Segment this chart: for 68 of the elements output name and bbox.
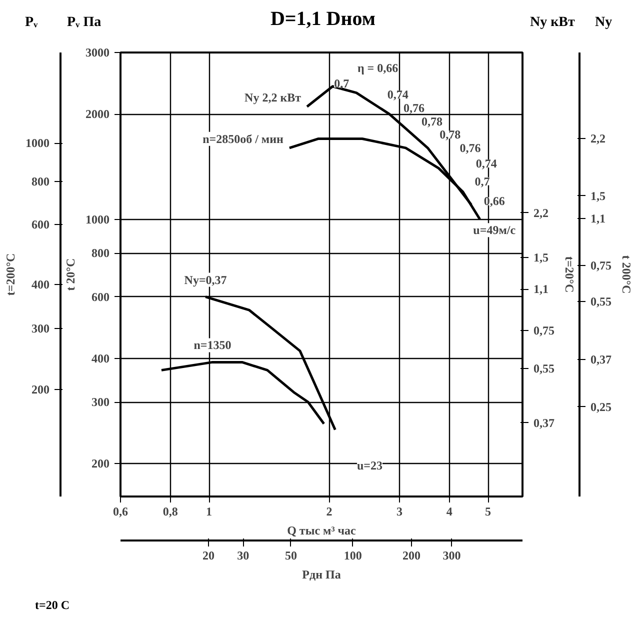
annotation: 0,78 (440, 128, 461, 142)
y-tick-label: 200 (92, 456, 110, 471)
text: 600 (32, 217, 50, 232)
text: t=20 C (35, 597, 70, 614)
y-tick-label: 3000 (86, 46, 110, 60)
y-tick-label: 300 (92, 395, 110, 410)
text: Ny кВт (530, 14, 575, 32)
y-tick-label: 800 (92, 246, 110, 260)
text: t=20°C (562, 256, 576, 293)
annotation: u=23 (356, 458, 382, 472)
text: t 200°C (620, 255, 634, 294)
text: 30 (237, 548, 250, 562)
text: 0,25 (590, 400, 612, 414)
annotation: 0,78 (422, 114, 443, 128)
text: t 20°C (64, 258, 78, 291)
x-tick-label: 4 (446, 504, 452, 518)
x-tick-label: 0,8 (162, 504, 178, 518)
series-label: Ny 2,2 кВт (244, 90, 302, 105)
text: Pдн Па (302, 568, 341, 582)
text: 0,75 (590, 258, 612, 273)
text: 0,55 (590, 294, 612, 309)
text: 0,37 (590, 352, 612, 367)
text: 300 (32, 322, 50, 336)
annotation: 0,76 (403, 101, 424, 115)
x-tick-label: 0,6 (113, 504, 128, 518)
text: 200 (402, 548, 421, 562)
text: 400 (32, 278, 50, 292)
x-tick-label: 3 (396, 504, 402, 518)
annotation: 0,66 (484, 194, 505, 208)
text: 1,1 (590, 212, 606, 226)
series-label: Ny=0,37 (184, 272, 227, 287)
text: 100 (344, 548, 362, 562)
text: 50 (284, 548, 297, 562)
text: 1,5 (590, 188, 606, 203)
annotation: 0,76 (460, 140, 481, 155)
text: 800 (32, 174, 50, 188)
x-tick-label: 1 (206, 504, 212, 518)
text: 20 (202, 548, 215, 562)
y-tick-label: 600 (92, 290, 110, 304)
text: Pᵥ (25, 14, 38, 32)
y-tick-label: 400 (92, 351, 110, 366)
text: 1,5 (534, 250, 548, 265)
y-tick-label: 2000 (86, 107, 110, 122)
series-label: n=2850об / мин (202, 132, 284, 146)
x-tick-label: 5 (485, 504, 492, 518)
text: 1,1 (534, 282, 548, 296)
chart-title: D=1,1 Dном (270, 8, 376, 30)
text: 0,55 (534, 362, 554, 376)
text: 2,2 (590, 132, 606, 146)
annotation: 0,7 (334, 76, 350, 91)
text: 1000 (26, 136, 50, 150)
text: 200 (32, 382, 50, 396)
y-axis-title: Pᵥ Па (67, 14, 102, 32)
x-axis-title: Q тыс м³ час (287, 524, 357, 538)
annotation: 0,74 (387, 88, 408, 102)
text: Ny (595, 14, 612, 32)
annotation: 0,7 (474, 174, 490, 188)
text: 0,37 (534, 416, 554, 430)
annotation: u=49м/с (473, 223, 516, 238)
series-label: n=1350 (194, 338, 232, 352)
text: 0,75 (534, 323, 554, 338)
annotation: η = 0,66 (357, 61, 398, 76)
y-tick-label: 1000 (86, 212, 110, 226)
annotation: 0,74 (476, 156, 497, 170)
text: 2,2 (534, 206, 548, 220)
text: 300 (442, 548, 461, 562)
text: t=200°C (4, 253, 18, 296)
x-tick-label: 2 (326, 504, 332, 518)
